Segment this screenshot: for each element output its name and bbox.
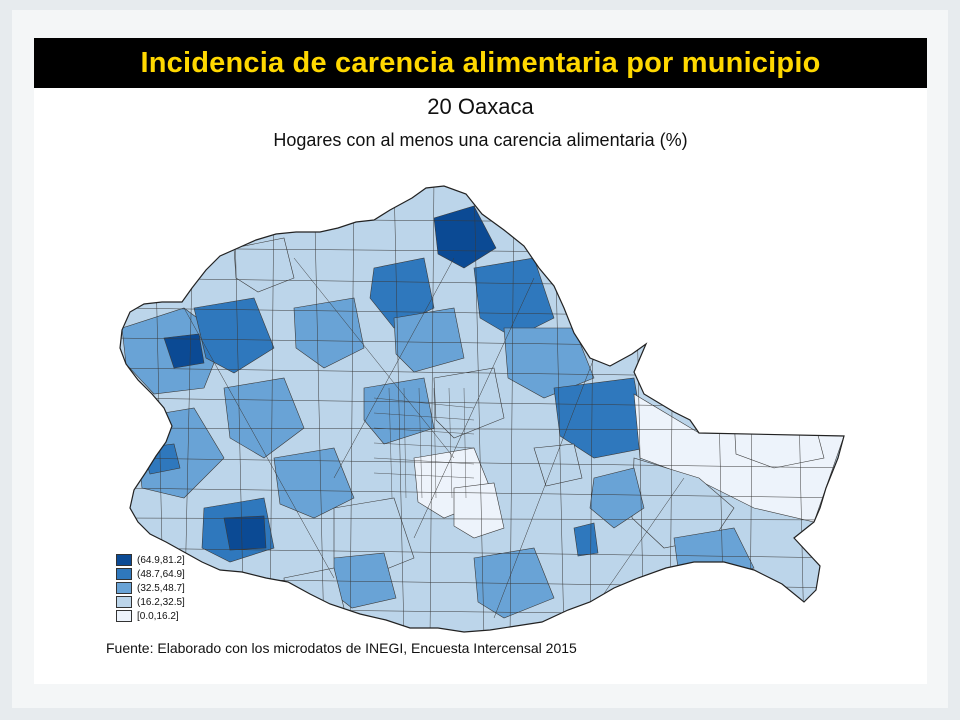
slide-title: Incidencia de carencia alimentaria por m… [140,47,821,79]
legend-label: (16.2,32.5] [137,596,185,608]
slide: Incidencia de carencia alimentaria por m… [34,38,927,684]
legend-label: (48.7,64.9] [137,568,185,580]
map-title: 20 Oaxaca [427,94,534,119]
title-bar: Incidencia de carencia alimentaria por m… [34,38,927,88]
legend-label: [0.0,16.2] [137,610,179,622]
source-note: Fuente: Elaborado con los microdatos de … [106,640,577,656]
legend-item: (32.5,48.7] [116,581,185,595]
legend-label: (32.5,48.7] [137,582,185,594]
legend-swatch [116,554,132,566]
legend-item: (48.7,64.9] [116,567,185,581]
legend-swatch [116,610,132,622]
legend-swatch [116,568,132,580]
map-legend: (64.9,81.2] (48.7,64.9] (32.5,48.7] (16.… [116,553,185,623]
legend-swatch [116,582,132,594]
legend-item: (16.2,32.5] [116,595,185,609]
legend-label: (64.9,81.2] [137,554,185,566]
legend-item: (64.9,81.2] [116,553,185,567]
oaxaca-choropleth-map [119,185,845,633]
legend-item: [0.0,16.2] [116,609,185,623]
map-subtitle: Hogares con al menos una carencia alimen… [273,130,688,150]
legend-swatch [116,596,132,608]
